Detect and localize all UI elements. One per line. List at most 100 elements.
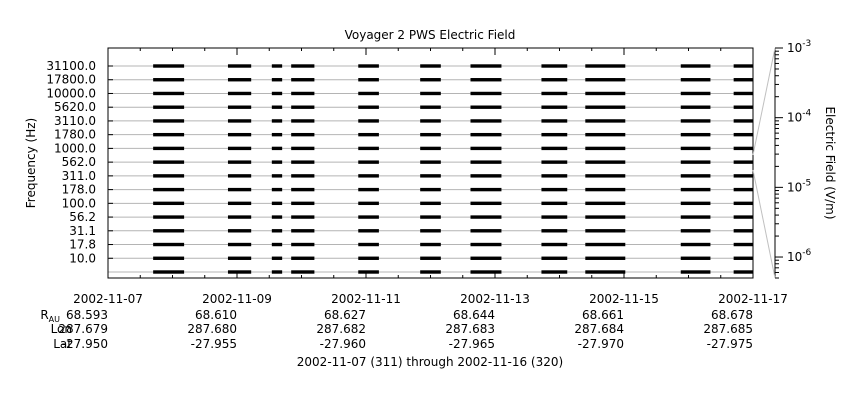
data-band bbox=[733, 242, 753, 247]
data-band bbox=[227, 201, 252, 206]
data-band bbox=[680, 105, 711, 109]
data-band bbox=[271, 64, 283, 68]
data-band bbox=[227, 132, 252, 137]
data-band bbox=[153, 132, 185, 137]
data-band bbox=[227, 78, 252, 82]
data-band bbox=[470, 187, 502, 192]
data-band bbox=[227, 105, 252, 109]
data-band bbox=[227, 91, 252, 96]
data-band bbox=[420, 229, 441, 233]
x-tick-label: 2002-11-17 bbox=[718, 292, 788, 306]
data-band bbox=[271, 78, 283, 82]
data-band bbox=[420, 105, 441, 109]
data-band bbox=[271, 174, 283, 178]
data-band bbox=[733, 174, 753, 178]
data-band bbox=[420, 201, 441, 206]
y-tick-label: 31.1 bbox=[69, 224, 96, 238]
data-band bbox=[470, 174, 502, 178]
ephemeris-value: 68.610 bbox=[195, 308, 237, 322]
data-band bbox=[153, 270, 185, 274]
data-band bbox=[358, 256, 379, 260]
data-band bbox=[680, 229, 711, 233]
data-band bbox=[585, 201, 626, 206]
data-band bbox=[541, 174, 568, 178]
colorbar-tick-label: 10-5 bbox=[787, 178, 811, 194]
data-band bbox=[470, 160, 502, 164]
ephemeris-value: -27.960 bbox=[320, 337, 366, 351]
data-band bbox=[470, 256, 502, 260]
colorbar-connector-top bbox=[752, 47, 776, 156]
data-band bbox=[271, 187, 283, 192]
y-tick-label: 17.8 bbox=[69, 238, 96, 252]
colorbar-tick-label: 10-4 bbox=[787, 109, 812, 125]
data-band bbox=[733, 270, 753, 274]
data-band bbox=[541, 242, 568, 247]
data-band bbox=[271, 91, 283, 96]
data-band bbox=[358, 119, 379, 123]
data-band bbox=[680, 78, 711, 82]
data-band bbox=[541, 270, 568, 274]
y-tick-label: 3110.0 bbox=[54, 114, 96, 128]
data-band bbox=[358, 160, 379, 164]
ephemeris-value: 287.685 bbox=[703, 322, 753, 336]
data-band bbox=[291, 256, 315, 260]
lon-label: Lon bbox=[51, 322, 72, 336]
y-tick-label: 10.0 bbox=[69, 251, 96, 265]
data-band bbox=[680, 187, 711, 192]
data-band bbox=[733, 229, 753, 233]
data-band bbox=[291, 187, 315, 192]
data-band bbox=[585, 132, 626, 137]
data-band bbox=[358, 229, 379, 233]
plot-area: 2002-11-07 2002-11-09 2002-11-11 2002-11-13… bbox=[46, 47, 788, 306]
data-band bbox=[541, 64, 568, 68]
data-band bbox=[358, 201, 379, 206]
data-band bbox=[680, 64, 711, 68]
data-band bbox=[470, 242, 502, 247]
data-band bbox=[470, 119, 502, 123]
y-tick-label: 10000.0 bbox=[46, 86, 96, 100]
rau-label: RAU bbox=[40, 308, 60, 324]
ephemeris-value: 287.679 bbox=[58, 322, 108, 336]
data-band bbox=[680, 119, 711, 123]
lat-label: Lat bbox=[53, 337, 72, 351]
data-band bbox=[585, 119, 626, 123]
data-band bbox=[585, 187, 626, 192]
data-band bbox=[153, 187, 185, 192]
data-band bbox=[420, 132, 441, 137]
ephemeris-value: 287.680 bbox=[187, 322, 237, 336]
data-band bbox=[153, 91, 185, 96]
ephemeris-value: 68.593 bbox=[66, 308, 108, 322]
data-band bbox=[153, 174, 185, 178]
ephemeris-value: 68.644 bbox=[453, 308, 495, 322]
ephemeris-value: 287.684 bbox=[574, 322, 624, 336]
data-band bbox=[733, 132, 753, 137]
data-band bbox=[680, 174, 711, 178]
data-band bbox=[227, 256, 252, 260]
data-band bbox=[358, 215, 379, 219]
data-band bbox=[227, 174, 252, 178]
data-band bbox=[420, 215, 441, 219]
data-band bbox=[420, 119, 441, 123]
data-band bbox=[470, 78, 502, 82]
ephemeris-value: -27.950 bbox=[62, 337, 108, 351]
data-band bbox=[420, 160, 441, 164]
data-band bbox=[733, 256, 753, 260]
data-band bbox=[227, 64, 252, 68]
data-band bbox=[271, 105, 283, 109]
data-band bbox=[227, 242, 252, 247]
ephemeris-value: 68.678 bbox=[711, 308, 753, 322]
data-band bbox=[733, 187, 753, 192]
data-band bbox=[271, 215, 283, 219]
data-band bbox=[470, 64, 502, 68]
data-band bbox=[420, 256, 441, 260]
data-band bbox=[733, 160, 753, 164]
data-band bbox=[733, 91, 753, 96]
colorbar: 10-3 10-4 10-5 10-6 bbox=[752, 39, 812, 279]
x-tick-label: 2002-11-15 bbox=[589, 292, 659, 306]
data-band bbox=[291, 146, 315, 151]
colorbar-tick-label: 10-6 bbox=[787, 248, 812, 264]
data-band bbox=[541, 78, 568, 82]
data-band bbox=[680, 160, 711, 164]
data-band bbox=[470, 229, 502, 233]
